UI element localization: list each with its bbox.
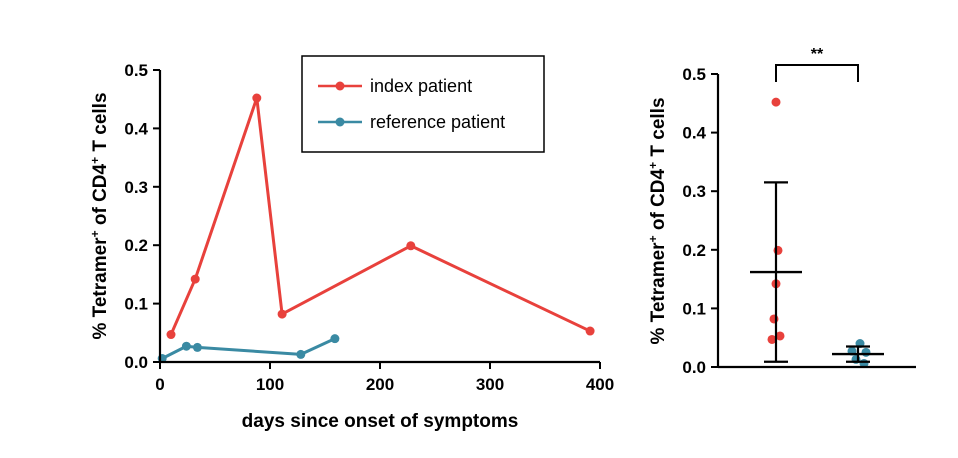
data-point — [861, 347, 871, 357]
y-tick-label: 0.4 — [124, 119, 148, 138]
legend-label: index patient — [370, 76, 472, 96]
x-axis-ticks: 0 100 200 300 400 — [155, 362, 614, 394]
significance-bracket: ** — [775, 46, 859, 82]
data-point — [406, 241, 416, 251]
series-line-index — [169, 96, 591, 336]
data-point — [775, 331, 785, 341]
y-axis-title: % Tetramer+ of CD4+ T cells — [646, 97, 669, 344]
y-tick-label: 0.0 — [124, 353, 148, 372]
data-point — [585, 326, 595, 336]
significance-label: ** — [811, 46, 824, 63]
legend-swatch-dot — [335, 117, 345, 127]
group-points — [767, 97, 871, 368]
legend: index patient reference patient — [301, 55, 545, 153]
y-tick-label: 0.3 — [124, 178, 148, 197]
data-point — [773, 245, 783, 255]
y-axis-ticks: 0.0 0.1 0.2 0.3 0.4 0.5 — [124, 61, 160, 372]
mean-error-bars — [750, 181, 884, 363]
y-tick-label: 0.3 — [682, 182, 706, 201]
data-point — [190, 274, 200, 284]
data-point — [769, 314, 779, 324]
data-point — [252, 93, 262, 103]
y-tick-label: 0.5 — [124, 61, 148, 80]
x-tick-label: 400 — [586, 375, 614, 394]
y-tick-label: 0.0 — [682, 358, 706, 377]
y-tick-label: 0.4 — [682, 124, 706, 143]
data-point — [296, 349, 306, 359]
x-tick-label: 100 — [256, 375, 284, 394]
data-point — [181, 341, 191, 351]
legend-entry-index: index patient — [318, 76, 472, 96]
y-tick-label: 0.2 — [124, 236, 148, 255]
data-point — [277, 309, 287, 319]
scatter-chart-panel: 0.0 0.1 0.2 0.3 0.4 0.5 % Tetramer+ of CD4+ T… — [646, 46, 916, 377]
y-tick-label: 0.1 — [124, 295, 148, 314]
y-tick-label: 0.2 — [682, 241, 706, 260]
x-axis-title: days since onset of symptoms — [242, 411, 519, 432]
legend-swatch-dot — [335, 81, 345, 91]
bracket-line — [775, 64, 859, 82]
data-point — [166, 330, 176, 340]
legend-entry-reference: reference patient — [318, 112, 505, 132]
x-tick-label: 0 — [155, 375, 164, 394]
legend-label: reference patient — [370, 112, 505, 132]
legend-box — [301, 55, 545, 153]
x-tick-label: 300 — [476, 375, 504, 394]
data-point — [330, 334, 340, 344]
y-tick-label: 0.5 — [682, 65, 706, 84]
data-point — [192, 342, 202, 352]
x-tick-label: 200 — [366, 375, 394, 394]
y-tick-label: 0.1 — [682, 299, 706, 318]
line-chart-panel: 0.0 0.1 0.2 0.3 0.4 0.5 0 100 200 300 400 days si… — [88, 55, 614, 432]
y-axis-ticks: 0.0 0.1 0.2 0.3 0.4 0.5 — [682, 65, 718, 377]
data-point — [771, 97, 781, 107]
data-point — [767, 334, 777, 344]
y-axis-title: % Tetramer+ of CD4+ T cells — [88, 92, 111, 339]
